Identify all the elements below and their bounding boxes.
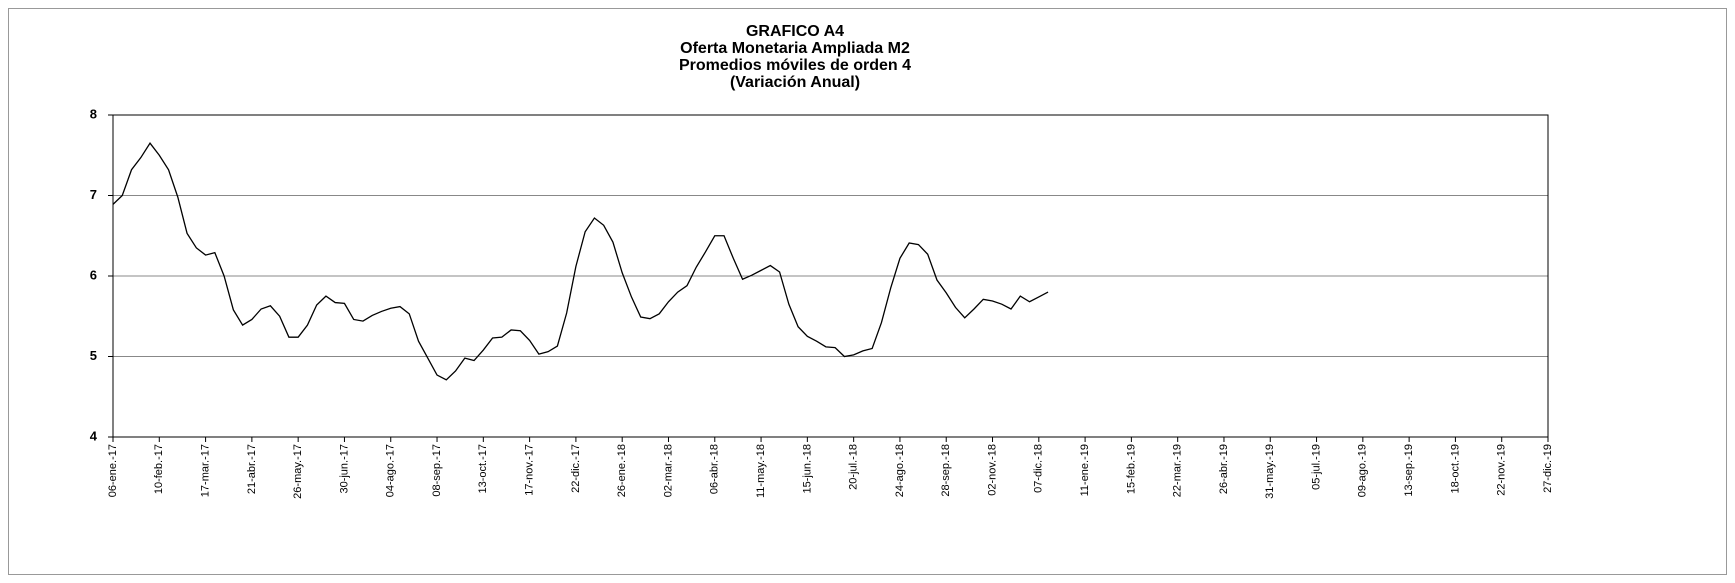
- x-tick-label: 05-jul.-19: [1310, 444, 1322, 490]
- chart-title: GRAFICO A4: [746, 23, 844, 40]
- x-tick-label: 26-may.-17: [292, 444, 304, 499]
- chart-title: Promedios móviles de orden 4: [679, 57, 911, 74]
- x-tick-label: 13-sep.-19: [1403, 444, 1415, 497]
- chart-title: (Variación Anual): [730, 74, 860, 91]
- plot-area: [112, 114, 1549, 438]
- x-tick-label: 11-may.-18: [755, 444, 767, 498]
- x-tick-label: 10-feb.-17: [153, 444, 165, 494]
- x-tick-label: 22-mar.-19: [1172, 444, 1184, 497]
- x-tick-label: 02-mar.-18: [662, 444, 674, 497]
- x-tick-label: 17-mar.-17: [199, 444, 211, 497]
- x-tick-label: 04-ago.-17: [385, 444, 397, 497]
- y-tick-label: 6: [90, 267, 97, 282]
- y-tick-label: 7: [90, 187, 97, 202]
- chart-title: Oferta Monetaria Ampliada M2: [680, 40, 910, 57]
- x-tick-label: 18-oct.-19: [1449, 444, 1461, 494]
- x-tick-label: 02-nov.-18: [986, 444, 998, 496]
- data-line: [112, 142, 1049, 381]
- x-tick-label: 22-nov.-19: [1496, 444, 1508, 496]
- chart-border: [8, 8, 1727, 575]
- y-tick-label: 4: [90, 428, 98, 443]
- x-tick-label: 30-jun.-17: [338, 444, 350, 494]
- x-tick-label: 26-abr.-19: [1218, 444, 1230, 494]
- x-tick-label: 28-sep.-18: [940, 444, 952, 497]
- x-tick-label: 07-dic.-18: [1033, 444, 1045, 493]
- x-tick-label: 13-oct.-17: [477, 444, 489, 494]
- x-tick-label: 17-nov.-17: [524, 444, 536, 496]
- x-tick-label: 24-ago.-18: [894, 444, 906, 497]
- x-tick-label: 21-abr.-17: [246, 444, 258, 494]
- x-tick-label: 06-ene.-17: [107, 444, 119, 497]
- x-tick-label: 06-abr.-18: [709, 444, 721, 494]
- y-tick-label: 8: [90, 106, 97, 121]
- x-tick-label: 08-sep.-17: [431, 444, 443, 497]
- x-tick-label: 27-dic.-19: [1542, 444, 1554, 493]
- x-tick-label: 20-jul.-18: [848, 444, 860, 490]
- x-tick-label: 26-ene.-18: [616, 444, 628, 497]
- x-tick-label: 22-dic.-17: [570, 444, 582, 493]
- x-tick-label: 11-ene.-19: [1079, 444, 1091, 496]
- y-tick-label: 5: [90, 348, 97, 363]
- x-tick-label: 15-jun.-18: [801, 444, 813, 494]
- x-tick-label: 09-ago.-19: [1357, 444, 1369, 497]
- x-tick-label: 31-may.-19: [1264, 444, 1276, 499]
- x-tick-label: 15-feb.-19: [1125, 444, 1137, 494]
